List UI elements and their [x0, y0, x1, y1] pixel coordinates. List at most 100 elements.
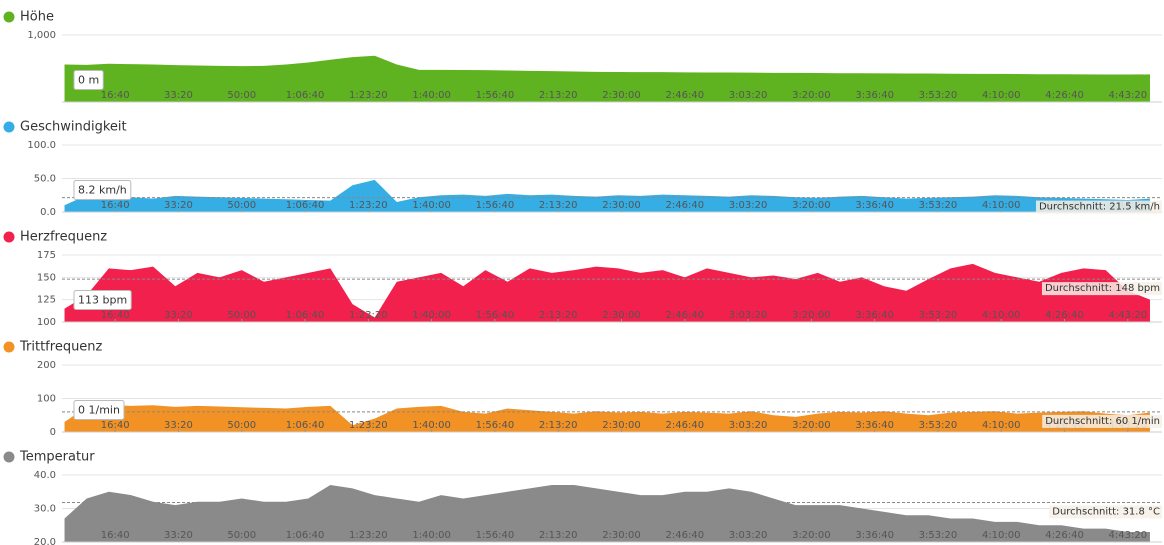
y-tick-label: 100	[37, 394, 56, 405]
x-tick-label: 16:40	[101, 310, 130, 321]
y-tick-label: 40.0	[34, 470, 56, 481]
cursor-label: 0 1/min	[78, 404, 120, 417]
x-tick-label: 1:40:00	[412, 530, 451, 541]
x-tick-label: 1:56:40	[476, 310, 515, 321]
x-tick-label: 3:03:20	[729, 530, 768, 541]
x-tick-label: 4:26:40	[1045, 530, 1084, 541]
x-tick-label: 2:30:00	[602, 90, 641, 101]
x-tick-label: 1:23:20	[349, 420, 388, 431]
y-tick-label: 1,000	[27, 30, 56, 41]
x-tick-label: 2:13:20	[539, 200, 578, 211]
x-tick-label: 1:40:00	[412, 310, 451, 321]
x-tick-label: 1:40:00	[412, 200, 451, 211]
x-tick-label: 3:36:40	[855, 310, 894, 321]
x-tick-label: 2:30:00	[602, 420, 641, 431]
x-tick-label: 50:00	[227, 200, 256, 211]
x-tick-label: 1:40:00	[412, 90, 451, 101]
x-tick-label: 4:10:00	[982, 420, 1021, 431]
x-tick-label: 3:03:20	[729, 200, 768, 211]
x-tick-label: 16:40	[101, 530, 130, 541]
x-tick-label: 3:36:40	[855, 200, 894, 211]
x-tick-label: 3:03:20	[729, 310, 768, 321]
x-tick-label: 3:36:40	[855, 90, 894, 101]
x-tick-label: 3:53:20	[919, 200, 958, 211]
x-tick-label: 1:56:40	[476, 530, 515, 541]
x-tick-label: 4:43:20	[1109, 530, 1148, 541]
x-tick-label: 2:13:20	[539, 530, 578, 541]
area	[64, 263, 1150, 322]
x-tick-label: 3:53:20	[919, 530, 958, 541]
x-tick-label: 1:06:40	[286, 90, 325, 101]
x-tick-label: 4:10:00	[982, 90, 1021, 101]
chart-title: Höhe	[20, 10, 54, 25]
average-label: Durchschnitt: 21.5 km/h	[1039, 202, 1160, 213]
cursor-label: 113 bpm	[78, 294, 127, 307]
x-tick-label: 50:00	[227, 420, 256, 431]
chart-title: Temperatur	[19, 450, 95, 465]
x-tick-label: 2:13:20	[539, 310, 578, 321]
chart-title: Trittfrequenz	[19, 340, 103, 355]
x-tick-label: 2:30:00	[602, 200, 641, 211]
average-label-bg	[1041, 282, 1162, 296]
x-tick-label: 3:20:00	[792, 200, 831, 211]
x-tick-label: 3:20:00	[792, 530, 831, 541]
cursor-label-box	[73, 70, 104, 90]
x-tick-label: 4:10:00	[982, 530, 1021, 541]
x-tick-label: 1:23:20	[349, 310, 388, 321]
cursor-label-box	[73, 180, 132, 200]
chart-panel: Temperatur 20.0 30.0 40.0 16:40 33:20 50:00 1:0…	[3, 450, 1163, 545]
x-tick-label: 50:00	[227, 530, 256, 541]
y-tick-label: 125	[37, 295, 56, 306]
x-tick-label: 2:46:40	[666, 420, 705, 431]
cursor-label-box	[73, 290, 132, 310]
x-tick-label: 4:10:00	[982, 310, 1021, 321]
legend-dot	[3, 231, 15, 243]
x-tick-label: 3:20:00	[792, 90, 831, 101]
cursor-label: 8.2 km/h	[78, 184, 127, 197]
x-tick-label: 3:36:40	[855, 420, 894, 431]
x-tick-label: 33:20	[164, 530, 193, 541]
legend-dot	[3, 11, 15, 23]
x-tick-label: 1:23:20	[349, 530, 388, 541]
y-tick-label: 150	[37, 272, 56, 283]
y-tick-label: 100.0	[27, 140, 56, 151]
x-tick-label: 33:20	[164, 90, 193, 101]
y-tick-label: 0	[50, 427, 56, 438]
average-label: Durchschnitt: 60 1/min	[1045, 416, 1160, 427]
cursor-label-box	[73, 400, 125, 420]
x-tick-label: 1:40:00	[412, 420, 451, 431]
x-tick-label: 4:26:40	[1045, 90, 1084, 101]
x-tick-label: 1:23:20	[349, 90, 388, 101]
x-tick-label: 2:13:20	[539, 420, 578, 431]
x-tick-label: 1:06:40	[286, 200, 325, 211]
x-tick-label: 4:43:20	[1109, 90, 1148, 101]
x-tick-label: 3:20:00	[792, 310, 831, 321]
cursor-label: 0 m	[78, 74, 99, 87]
chart-panel: Höhe 1,000 16:40 33:20 50:00 1:06:40 1:23:20 1:…	[3, 10, 1162, 103]
x-tick-label: 2:30:00	[602, 530, 641, 541]
average-label: Durchschnitt: 31.8 °C	[1052, 506, 1160, 517]
x-tick-label: 2:46:40	[666, 200, 705, 211]
y-tick-label: 175	[37, 250, 56, 261]
legend-dot	[3, 121, 15, 133]
x-tick-label: 4:26:40	[1045, 310, 1084, 321]
chart-title: Geschwindigkeit	[20, 120, 127, 135]
x-tick-label: 33:20	[164, 200, 193, 211]
x-tick-label: 50:00	[227, 90, 256, 101]
y-tick-label: 50.0	[34, 174, 56, 185]
x-tick-label: 3:53:20	[919, 310, 958, 321]
area	[64, 179, 1150, 212]
x-tick-label: 16:40	[101, 420, 130, 431]
chart-panel: Geschwindigkeit 0.0 50.0 100.0 16:40 33:20 50:…	[3, 120, 1162, 218]
y-tick-label: 200	[37, 360, 56, 371]
x-tick-label: 3:36:40	[855, 530, 894, 541]
area	[64, 55, 1150, 102]
x-tick-label: 2:30:00	[602, 310, 641, 321]
x-tick-label: 2:46:40	[666, 310, 705, 321]
x-tick-label: 3:03:20	[729, 90, 768, 101]
chart-title: Herzfrequenz	[20, 230, 107, 245]
x-tick-label: 50:00	[227, 310, 256, 321]
x-tick-label: 3:53:20	[919, 420, 958, 431]
y-tick-label: 20.0	[34, 537, 56, 545]
